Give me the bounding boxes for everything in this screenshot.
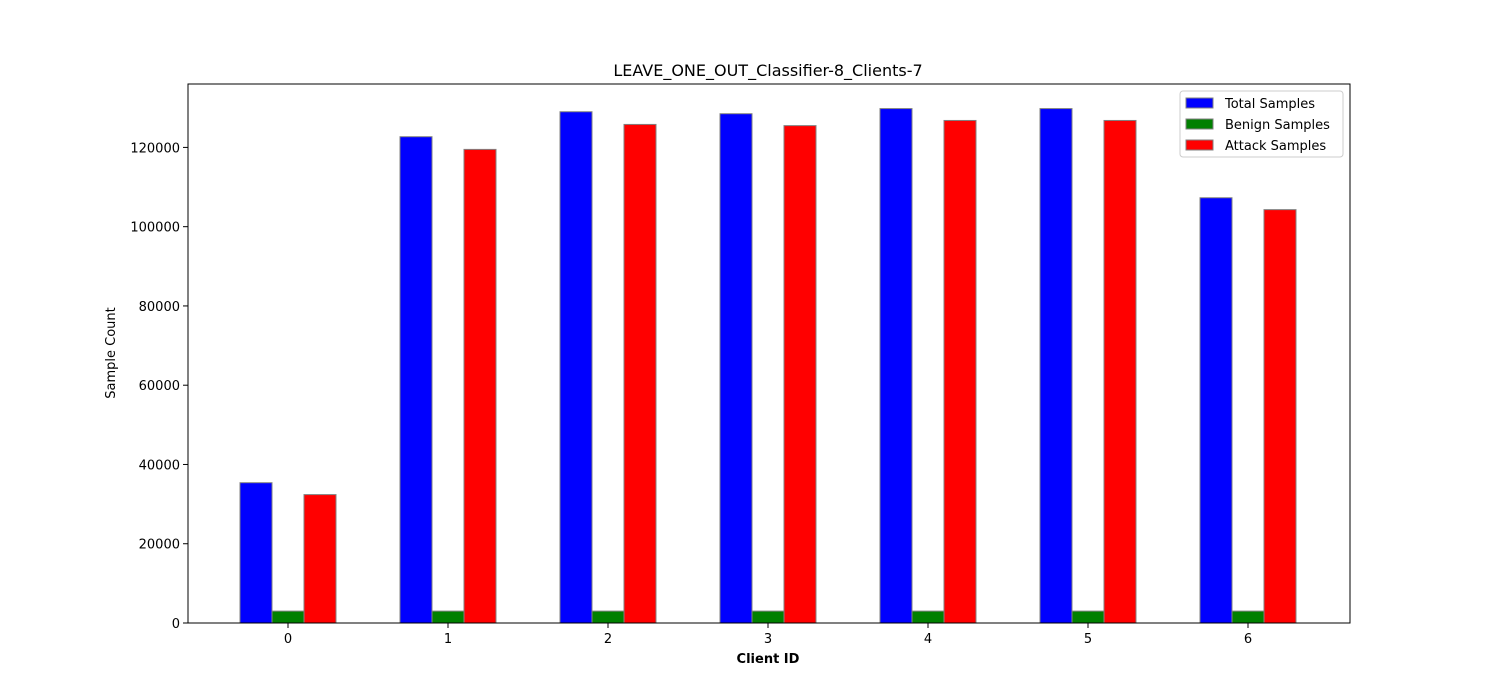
bar-attack-samples-client-5 <box>1103 119 1137 624</box>
x-tick-label: 2 <box>604 632 612 647</box>
y-tick-label: 100000 <box>130 221 180 236</box>
y-tick-label: 40000 <box>139 458 180 473</box>
legend: Total Samples Benign Samples Attack Sample… <box>1179 90 1344 158</box>
bar-total-samples-client-4 <box>879 108 913 624</box>
chart-title: LEAVE_ONE_OUT_Classifier-8_Clients-7 <box>613 61 922 81</box>
bar-benign-samples-client-2 <box>591 610 625 624</box>
bar-benign-samples-client-4 <box>911 610 945 624</box>
bar-total-samples-client-0 <box>239 482 273 624</box>
legend-label: Benign Samples <box>1225 118 1330 133</box>
bar-total-samples-client-3 <box>719 113 753 624</box>
y-tick-label: 20000 <box>139 538 180 553</box>
bar-attack-samples-client-6 <box>1263 209 1297 624</box>
x-tick-label: 1 <box>444 632 452 647</box>
bar-attack-samples-client-2 <box>623 123 657 624</box>
bar-benign-samples-client-6 <box>1231 610 1265 624</box>
legend-label: Attack Samples <box>1225 139 1326 154</box>
y-tick-label: 120000 <box>130 141 180 156</box>
bar-total-samples-client-2 <box>559 111 593 624</box>
legend-swatch <box>1185 118 1214 130</box>
y-axis-label: Sample Count <box>104 307 119 398</box>
bar-benign-samples-client-1 <box>431 610 465 624</box>
bar-attack-samples-client-1 <box>463 148 497 624</box>
x-tick-label: 5 <box>1084 632 1092 647</box>
y-tick-label: 60000 <box>139 379 180 394</box>
legend-box <box>1179 90 1344 158</box>
y-tick-label: 0 <box>172 617 180 632</box>
bar-benign-samples-client-3 <box>751 610 785 624</box>
bar-attack-samples-client-4 <box>943 119 977 624</box>
x-axis-label: Client ID <box>737 652 800 667</box>
legend-swatch <box>1185 139 1214 151</box>
legend-swatch <box>1185 97 1214 109</box>
bar-total-samples-client-1 <box>399 136 433 624</box>
bar-total-samples-client-5 <box>1039 108 1073 624</box>
x-tick-label: 6 <box>1244 632 1252 647</box>
bar-total-samples-client-6 <box>1199 197 1233 624</box>
x-tick-label: 4 <box>924 632 932 647</box>
y-axis-ticks: 0 20000 40000 60000 80000 100000 120000 <box>130 141 188 632</box>
legend-label: Total Samples <box>1224 97 1315 112</box>
bar-attack-samples-client-3 <box>783 125 817 624</box>
y-tick-label: 80000 <box>139 300 180 315</box>
bar-benign-samples-client-0 <box>271 610 305 624</box>
bar-attack-samples-client-0 <box>303 494 337 624</box>
x-tick-label: 3 <box>764 632 772 647</box>
plot-area-frame <box>187 83 1351 624</box>
bars-layer <box>239 108 1297 624</box>
x-tick-label: 0 <box>284 632 292 647</box>
bar-benign-samples-client-5 <box>1071 610 1105 624</box>
x-axis-ticks: 0 1 2 3 4 5 6 <box>284 623 1252 647</box>
